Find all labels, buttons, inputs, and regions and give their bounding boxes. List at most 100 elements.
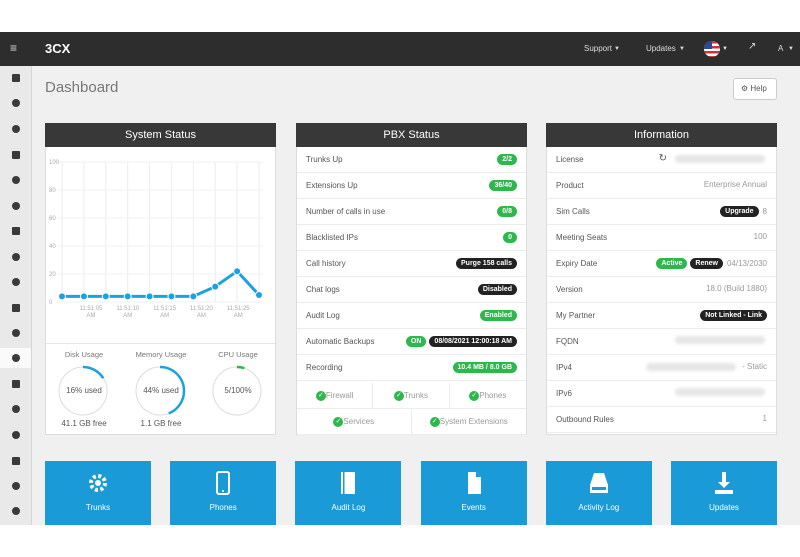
menu-icon[interactable]: ≡ xyxy=(10,41,18,55)
row-label: IPv4 xyxy=(556,363,573,372)
badge: 08/08/2021 12:00:18 AM xyxy=(429,336,517,347)
tile-icon xyxy=(89,474,107,492)
status-row: IPv6 xyxy=(547,381,776,407)
value-text: Enterprise Annual xyxy=(703,180,767,189)
sidebar-icon[interactable] xyxy=(12,176,20,184)
status-row: FQDN xyxy=(547,329,776,355)
sidebar-icon[interactable] xyxy=(12,202,20,210)
chart-point xyxy=(189,292,198,301)
row-value: Enabled xyxy=(477,310,517,321)
sidebar-icon[interactable] xyxy=(12,482,20,490)
tile[interactable]: Phones xyxy=(170,461,277,525)
sidebar-icon[interactable] xyxy=(12,380,20,388)
status-row: Number of calls in use 0/8 xyxy=(297,199,526,225)
support-menu[interactable]: Support xyxy=(584,44,613,53)
updates-menu[interactable]: Updates xyxy=(646,44,676,53)
sidebar-icon[interactable] xyxy=(12,253,20,261)
badge: 0 xyxy=(503,232,517,243)
sidebar-icon[interactable] xyxy=(12,278,20,286)
check-label: Trunks xyxy=(403,391,429,400)
sidebar-icon[interactable] xyxy=(12,507,20,515)
tile-label: Audit Log xyxy=(331,503,366,512)
tile-label: Updates xyxy=(709,503,739,512)
status-row: IPv4 - Static xyxy=(547,355,776,381)
help-label: Help xyxy=(750,84,767,93)
tile[interactable]: Audit Log xyxy=(295,461,402,525)
row-value: Purge 158 calls xyxy=(453,258,517,269)
caret: ▼ xyxy=(722,46,728,52)
y-tick-label: 40 xyxy=(49,244,56,250)
sidebar-icon[interactable] xyxy=(12,354,20,362)
badge: Purge 158 calls xyxy=(456,258,517,269)
y-tick-label: 60 xyxy=(49,216,56,222)
fullscreen-icon[interactable]: ↗ xyxy=(748,41,757,52)
system-chart: 0 20 40 60 80 100 xyxy=(49,160,263,417)
tile-icon xyxy=(715,472,733,494)
row-value: - Static xyxy=(646,362,767,372)
badge: Not Linked - Link xyxy=(700,310,767,321)
x-tick-label: 11:51:10 AM xyxy=(116,306,140,319)
badge: Disabled xyxy=(477,284,517,295)
sidebar-icon[interactable] xyxy=(12,151,20,159)
x-tick-label: 11:51:05 AM xyxy=(79,306,103,319)
sidebar-icon[interactable] xyxy=(12,329,20,337)
check-label: Firewall xyxy=(325,391,354,400)
panel-header: Information xyxy=(546,123,777,147)
chart-point xyxy=(58,292,66,301)
sidebar-icon[interactable] xyxy=(12,227,20,235)
row-value: 0 xyxy=(500,232,517,243)
sidebar-icon[interactable] xyxy=(12,74,20,82)
badge: 2/2 xyxy=(497,154,517,165)
check-item: ✓ Firewall xyxy=(297,383,374,409)
status-row: Version 18.0 (Build 1880) xyxy=(547,277,776,303)
row-label: Product xyxy=(556,181,584,190)
row-label: Blacklisted IPs xyxy=(306,233,359,242)
panel-header: System Status xyxy=(45,123,276,147)
sidebar-icon[interactable] xyxy=(12,431,20,439)
row-label: My Partner xyxy=(556,311,596,320)
status-row: Product Enterprise Annual xyxy=(547,173,776,199)
badge: 10.4 MB / 8.0 GB xyxy=(452,362,517,373)
row-label: Chat logs xyxy=(306,285,340,294)
sidebar-icon[interactable] xyxy=(12,99,20,107)
tile-label: Trunks xyxy=(85,503,111,512)
gauge-arc xyxy=(134,365,186,417)
help-button[interactable]: ⚙ Help xyxy=(733,78,777,100)
sidebar-icon[interactable] xyxy=(12,457,20,465)
chart-line xyxy=(62,269,261,298)
status-row: My Partner Not Linked - Link xyxy=(547,303,776,329)
value-text: - Static xyxy=(742,362,767,371)
gauge-text: 16% used xyxy=(66,386,102,395)
check-item: ✓ Phones xyxy=(449,383,526,409)
value-text: 1 xyxy=(762,414,767,423)
sidebar-icon[interactable] xyxy=(12,125,20,133)
row-label: Call history xyxy=(306,259,346,268)
sidebar-icon[interactable] xyxy=(12,304,20,312)
row-label: Meeting Seats xyxy=(556,233,608,242)
y-tick-label: 0 xyxy=(49,300,53,306)
row-value: Active Renew 04/13/2030 xyxy=(653,258,767,269)
flag[interactable] xyxy=(702,39,722,59)
chart-point xyxy=(167,292,176,301)
tile[interactable]: Activity Log xyxy=(545,461,652,525)
user-menu[interactable]: A xyxy=(778,44,784,53)
tile[interactable]: Updates xyxy=(671,461,777,525)
sidebar-icon[interactable] xyxy=(12,405,20,413)
gauge-note: 41.1 GB free xyxy=(61,419,107,428)
panel: Information License ↻ Product Enterprise Ann… xyxy=(546,123,777,435)
x-tick-label: 11:51:25 AM xyxy=(226,306,250,319)
status-row: Call history Purge 158 calls xyxy=(297,251,526,277)
row-label: Recording xyxy=(306,363,343,372)
tile[interactable]: Events xyxy=(420,461,527,525)
check-icon: ✓ xyxy=(469,391,480,401)
x-tick-label: 11:51:15 AM xyxy=(153,306,177,319)
row-value: Upgrade 8 xyxy=(717,206,767,217)
tile-icon xyxy=(216,471,231,495)
gauge-text: 5/100% xyxy=(224,386,252,395)
gauge-arc xyxy=(211,365,263,417)
y-tick-label: 100 xyxy=(49,160,60,166)
blurred-value xyxy=(675,336,765,344)
tile[interactable]: Trunks xyxy=(45,461,151,525)
row-value: Not Linked - Link xyxy=(697,310,767,321)
